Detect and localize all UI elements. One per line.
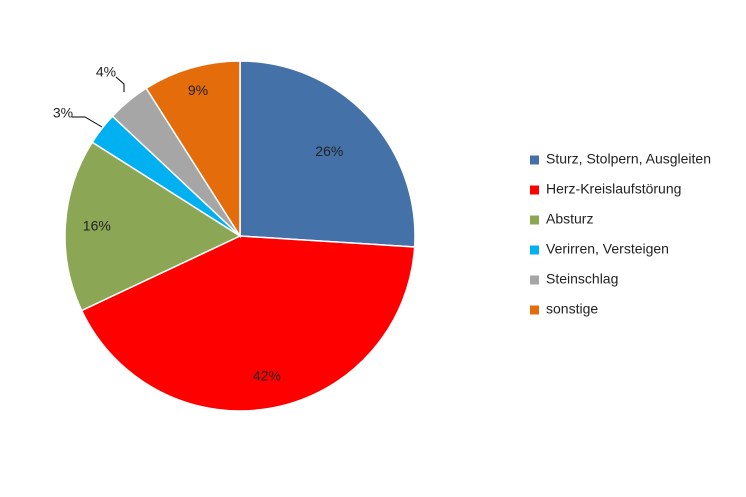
data-label-6: 9%: [188, 82, 208, 98]
legend-swatch-1: [530, 155, 539, 165]
leader-line-5: [115, 76, 125, 92]
data-label-2: 42%: [253, 368, 281, 384]
pie-slice-6: [145, 60, 241, 239]
legend-swatch-2: [530, 185, 539, 195]
pie-slice-3: [64, 141, 242, 312]
pie-slice-2: [80, 235, 416, 412]
legend: Sturz, Stolpern, Ausgleiten Herz-Kreislau…: [530, 151, 711, 317]
leader-lines: [72, 76, 125, 128]
data-label-3: 16%: [83, 218, 111, 234]
legend-swatch-6: [530, 305, 539, 315]
pie-slice-1: [239, 60, 416, 248]
legend-label-2: Herz-Kreislaufstörung: [546, 181, 681, 197]
legend-label-4: Verirren, Versteigen: [546, 241, 669, 257]
legend-swatch-5: [530, 275, 539, 285]
legend-label-5: Steinschlag: [546, 271, 618, 287]
legend-label-1: Sturz, Stolpern, Ausgleiten: [546, 151, 711, 167]
data-label-4: 3%: [53, 105, 73, 121]
data-label-1: 26%: [315, 143, 343, 159]
pie-slices: [64, 60, 416, 412]
leader-line-4: [72, 116, 103, 128]
legend-label-3: Absturz: [546, 211, 593, 227]
legend-swatch-4: [530, 245, 539, 255]
data-label-5: 4%: [96, 64, 116, 80]
data-labels: 26% 42% 16% 3% 4% 9%: [53, 64, 343, 384]
legend-swatch-3: [530, 215, 539, 225]
legend-label-6: sonstige: [546, 301, 598, 317]
